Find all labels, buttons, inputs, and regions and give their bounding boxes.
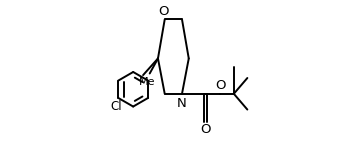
- Text: N: N: [177, 97, 186, 110]
- Text: O: O: [159, 5, 169, 18]
- Text: O: O: [215, 79, 226, 92]
- Text: Cl: Cl: [111, 100, 122, 113]
- Text: Me: Me: [139, 77, 156, 87]
- Text: O: O: [200, 123, 210, 136]
